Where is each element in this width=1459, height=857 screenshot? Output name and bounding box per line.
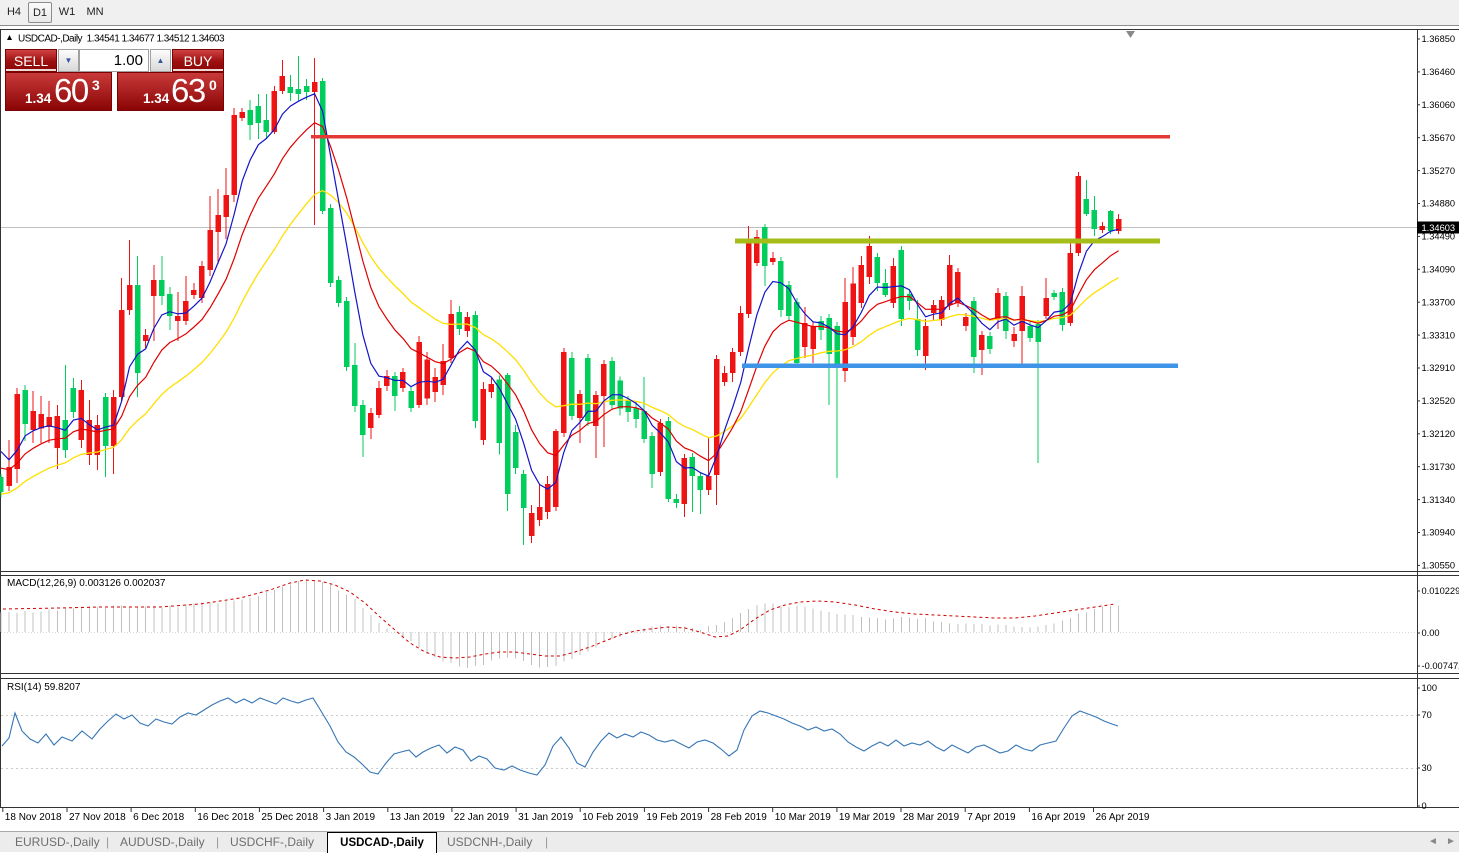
svg-text:1.34603: 1.34603: [1422, 223, 1456, 233]
svg-text:1.33310: 1.33310: [1422, 330, 1456, 340]
svg-text:1.30940: 1.30940: [1422, 528, 1456, 538]
svg-text:1.33700: 1.33700: [1422, 297, 1456, 307]
svg-text:19 Feb 2019: 19 Feb 2019: [646, 812, 703, 823]
svg-text:6 Dec 2018: 6 Dec 2018: [133, 812, 185, 823]
svg-text:1.34880: 1.34880: [1422, 199, 1456, 209]
svg-text:19 Mar 2019: 19 Mar 2019: [839, 812, 896, 823]
svg-text:1.32910: 1.32910: [1422, 363, 1456, 373]
svg-text:18 Nov 2018: 18 Nov 2018: [5, 812, 62, 823]
svg-text:1.35270: 1.35270: [1422, 166, 1456, 176]
svg-text:1.35670: 1.35670: [1422, 133, 1456, 143]
svg-text:16 Apr 2019: 16 Apr 2019: [1031, 812, 1085, 823]
svg-text:25 Dec 2018: 25 Dec 2018: [261, 812, 318, 823]
svg-text:70: 70: [1422, 710, 1432, 720]
svg-text:MACD(12,26,9) 0.003126 0.00203: MACD(12,26,9) 0.003126 0.002037: [7, 578, 166, 589]
svg-text:7 Apr 2019: 7 Apr 2019: [967, 812, 1016, 823]
svg-text:1.34090: 1.34090: [1422, 265, 1456, 275]
svg-text:1.36850: 1.36850: [1422, 34, 1456, 44]
svg-text:27 Nov 2018: 27 Nov 2018: [69, 812, 126, 823]
svg-text:10 Feb 2019: 10 Feb 2019: [582, 812, 639, 823]
svg-text:-0.007472: -0.007472: [1422, 661, 1459, 671]
svg-text:28 Feb 2019: 28 Feb 2019: [711, 812, 768, 823]
svg-text:1.36060: 1.36060: [1422, 100, 1456, 110]
svg-text:100: 100: [1422, 683, 1438, 693]
svg-text:1.30550: 1.30550: [1422, 561, 1456, 571]
svg-text:26 Apr 2019: 26 Apr 2019: [1096, 812, 1150, 823]
svg-text:1.32120: 1.32120: [1422, 429, 1456, 439]
svg-text:1.32520: 1.32520: [1422, 396, 1456, 406]
svg-text:RSI(14) 59.8207: RSI(14) 59.8207: [7, 682, 81, 693]
svg-text:10 Mar 2019: 10 Mar 2019: [775, 812, 832, 823]
svg-text:1.36460: 1.36460: [1422, 67, 1456, 77]
svg-text:USDCAD-,Daily 1.34541 1.34677: USDCAD-,Daily 1.34541 1.34677 1.34512 1.…: [18, 34, 225, 45]
svg-text:28 Mar 2019: 28 Mar 2019: [903, 812, 960, 823]
svg-text:0.00: 0.00: [1422, 628, 1440, 638]
svg-text:31 Jan 2019: 31 Jan 2019: [518, 812, 573, 823]
svg-text:13 Jan 2019: 13 Jan 2019: [390, 812, 445, 823]
svg-text:0.010229: 0.010229: [1422, 586, 1459, 596]
svg-text:30: 30: [1422, 763, 1432, 773]
svg-text:22 Jan 2019: 22 Jan 2019: [454, 812, 509, 823]
svg-text:1.31730: 1.31730: [1422, 462, 1456, 472]
svg-text:3 Jan 2019: 3 Jan 2019: [326, 812, 376, 823]
svg-text:16 Dec 2018: 16 Dec 2018: [197, 812, 254, 823]
svg-text:0: 0: [1422, 801, 1427, 811]
svg-text:1.31340: 1.31340: [1422, 495, 1456, 505]
